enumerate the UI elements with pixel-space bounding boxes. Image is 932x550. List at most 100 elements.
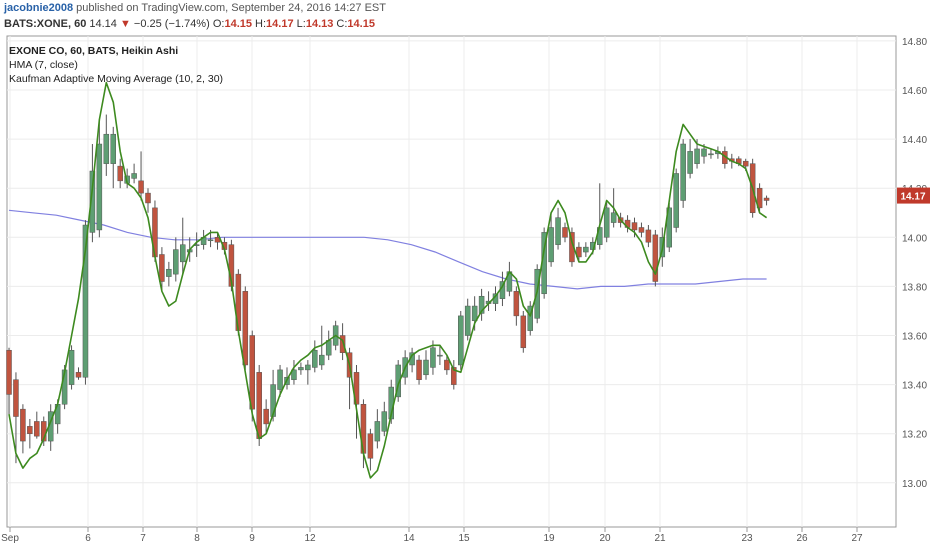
candle-body	[610, 212, 617, 223]
candle-body	[763, 197, 770, 201]
candle-body	[367, 433, 374, 459]
candle-body	[89, 170, 96, 233]
candle-body	[471, 305, 478, 322]
candle-body	[374, 421, 381, 442]
candle-body	[381, 411, 388, 432]
x-tick-label: 27	[851, 533, 863, 544]
candle-body	[708, 153, 714, 156]
candle-body	[291, 369, 297, 380]
candle-body	[249, 335, 255, 410]
candle-body	[145, 192, 151, 204]
price-badge-text: 14.17	[900, 192, 925, 203]
candle-body	[27, 426, 33, 434]
candle-body	[96, 143, 103, 231]
candle-body	[562, 227, 568, 238]
x-tick-label: 26	[796, 533, 808, 544]
high-label: H:	[255, 18, 267, 30]
candle-body	[478, 295, 485, 314]
close-value: 14.15	[347, 18, 375, 30]
candle-series	[6, 114, 770, 471]
candle-body	[138, 180, 144, 194]
x-axis: Sep 6 7 8 9 12 14 15 19 20 21 23 26 27	[1, 527, 863, 544]
candle-body	[270, 384, 276, 417]
candle-body	[256, 372, 262, 439]
x-tick-label: 8	[194, 533, 200, 544]
symbol-label: BATS:XONE, 60	[4, 18, 87, 30]
legend-symbol: EXONE CO, 60, BATS, Heikin Ashi	[9, 45, 179, 57]
candle-body	[242, 291, 249, 366]
open-label: O:	[212, 18, 225, 30]
kama-series	[8, 209, 767, 290]
candle-body	[34, 421, 40, 437]
y-tick-label: 13.40	[902, 381, 927, 392]
candle-body	[13, 379, 19, 417]
chart-legend: EXONE CO, 60, BATS, Heikin Ashi HMA (7, …	[9, 44, 223, 86]
candle-body	[520, 315, 527, 349]
price-change: −0.25 (−1.74%)	[133, 18, 210, 30]
publish-line: jacobnie2008 published on TradingView.co…	[4, 2, 386, 14]
candle-body	[527, 305, 533, 331]
x-tick-label: 21	[654, 533, 666, 544]
legend-hma: HMA (7, close)	[9, 59, 78, 71]
y-axis: 14.8014.6014.4014.2014.0013.8013.6013.40…	[902, 37, 927, 490]
y-tick-label: 13.80	[902, 282, 927, 293]
kama-line	[8, 209, 767, 290]
candle-body	[645, 229, 652, 243]
candle-body	[110, 133, 116, 164]
candle-body	[631, 222, 638, 231]
candle-body	[673, 173, 679, 228]
candle-body	[694, 148, 700, 164]
author-link[interactable]: jacobnie2008	[4, 2, 74, 14]
x-tick-label: 23	[741, 533, 753, 544]
x-tick-label: 7	[140, 533, 146, 544]
x-tick-label: 19	[543, 533, 555, 544]
candle-body	[207, 239, 214, 242]
candle-body	[75, 372, 82, 378]
grid-lines	[7, 36, 896, 527]
candle-body	[312, 349, 318, 368]
candle-body	[687, 151, 693, 174]
y-tick-label: 13.20	[902, 430, 927, 441]
candle-body	[20, 408, 26, 442]
candle-body	[680, 143, 686, 201]
candle-body	[701, 148, 707, 157]
candle-body	[6, 349, 12, 395]
candle-body	[464, 305, 471, 336]
x-tick-label: 20	[599, 533, 611, 544]
candle-body	[458, 315, 464, 366]
x-tick-label: 12	[304, 533, 316, 544]
high-value: 14.17	[266, 18, 294, 30]
candle-body	[339, 335, 346, 353]
candle-body	[430, 347, 436, 368]
candle-body	[173, 249, 179, 275]
candle-body	[117, 165, 123, 182]
candle-body	[583, 246, 589, 253]
candle-body	[555, 217, 561, 245]
y-tick-label: 13.60	[902, 332, 927, 343]
last-price: 14.14	[89, 18, 117, 30]
legend-kama: Kaufman Adaptive Moving Average (10, 2, …	[9, 73, 224, 85]
candle-body	[395, 364, 401, 398]
x-tick-label: Sep	[1, 533, 19, 544]
last-price-badge: 14.17	[897, 187, 930, 204]
candle-body	[652, 234, 659, 282]
y-tick-label: 14.40	[902, 135, 927, 146]
y-tick-label: 13.00	[902, 479, 927, 490]
candle-body	[603, 207, 610, 238]
price-badge-bg	[897, 187, 930, 204]
y-tick-label: 14.00	[902, 233, 927, 244]
candle-body	[319, 354, 325, 366]
down-arrow-icon: ▼	[119, 18, 131, 30]
candle-body	[277, 369, 283, 390]
hma-series	[8, 81, 768, 479]
candle-body	[180, 244, 186, 263]
low-label: L:	[296, 18, 306, 30]
candle-body	[82, 224, 89, 378]
candle-body	[305, 364, 311, 371]
x-tick-label: 15	[458, 533, 470, 544]
x-tick-label: 14	[403, 533, 415, 544]
plot-frame	[6, 35, 897, 528]
candle-body	[131, 173, 137, 179]
candle-body	[666, 207, 672, 248]
